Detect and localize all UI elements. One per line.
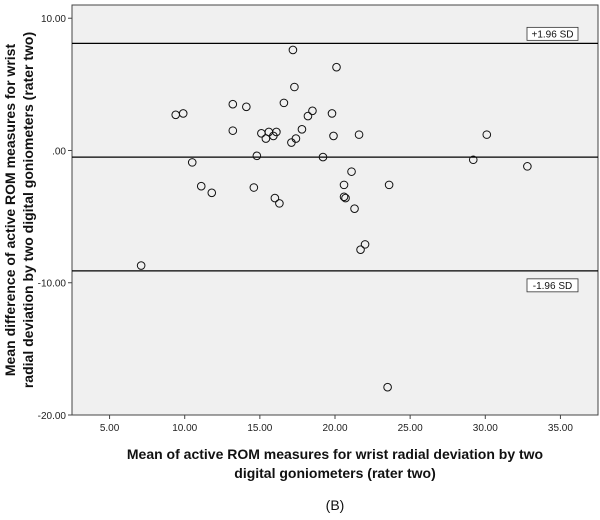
data-point (207, 188, 217, 198)
x-tick-label: 15.00 (247, 423, 272, 434)
x-axis-title-line-1: Mean of active ROM measures for wrist ra… (127, 446, 543, 462)
y-axis-title-line-2: radial deviation by two digital goniomet… (20, 32, 36, 388)
data-point (468, 155, 478, 165)
reference-lines: +1.96 SD -1.96 SD (72, 26, 598, 293)
y-tick-label: -10.00 (38, 279, 67, 290)
data-point (523, 162, 532, 171)
data-point (196, 181, 206, 191)
x-axis-ticks: 5.00 10.00 15.00 20.00 25.00 30.00 35.00 (100, 415, 573, 434)
data-point (272, 127, 281, 137)
data-point (332, 62, 341, 72)
sd-label-box (526, 278, 579, 293)
data-point (308, 106, 317, 116)
data-point (297, 125, 307, 134)
x-tick-label: 30.00 (473, 423, 498, 434)
plot-background (71, 4, 599, 416)
y-tick-label: -20.00 (38, 411, 67, 422)
data-points (136, 45, 532, 392)
figure-caption: (B) (326, 497, 345, 513)
data-point (275, 199, 284, 208)
data-point (318, 152, 328, 162)
data-point (291, 134, 301, 143)
x-axis-title-line-2: digital goniometers (rater two) (234, 465, 435, 481)
x-tick-label: 35.00 (548, 423, 573, 434)
data-point (288, 45, 298, 55)
data-point (249, 183, 259, 192)
data-point (339, 192, 349, 202)
data-point (384, 180, 394, 190)
data-point (339, 180, 349, 190)
data-point (228, 126, 238, 135)
data-point (270, 193, 280, 203)
data-point (341, 193, 350, 203)
x-tick-label: 20.00 (322, 423, 347, 434)
x-tick-label: 25.00 (398, 423, 423, 434)
data-point (356, 245, 365, 254)
data-point (347, 167, 356, 176)
data-point (252, 151, 262, 161)
data-point (383, 382, 392, 392)
data-point (242, 102, 251, 112)
data-point (329, 131, 338, 141)
x-tick-label: 5.00 (100, 423, 120, 434)
data-point (279, 98, 289, 108)
data-point (360, 240, 370, 249)
y-tick-label: .00 (52, 146, 66, 157)
y-tick-label: 10.00 (41, 14, 66, 25)
data-point (354, 130, 364, 139)
sd-label: -1.96 SD (533, 281, 572, 292)
data-point (228, 99, 238, 109)
y-axis-ticks: 10.00 .00 -10.00 -20.00 (38, 14, 72, 422)
y-axis-title-line-1: Mean difference of active ROM measures f… (2, 44, 18, 377)
sd-label-box (526, 26, 579, 41)
data-point (327, 109, 337, 118)
data-point (187, 158, 197, 167)
data-point (303, 111, 313, 121)
data-point (350, 204, 359, 213)
data-point (136, 261, 146, 270)
data-point (482, 130, 492, 139)
sd-label: +1.96 SD (532, 29, 574, 40)
data-point (290, 82, 299, 92)
data-point (178, 109, 188, 118)
x-tick-label: 10.00 (172, 423, 197, 434)
